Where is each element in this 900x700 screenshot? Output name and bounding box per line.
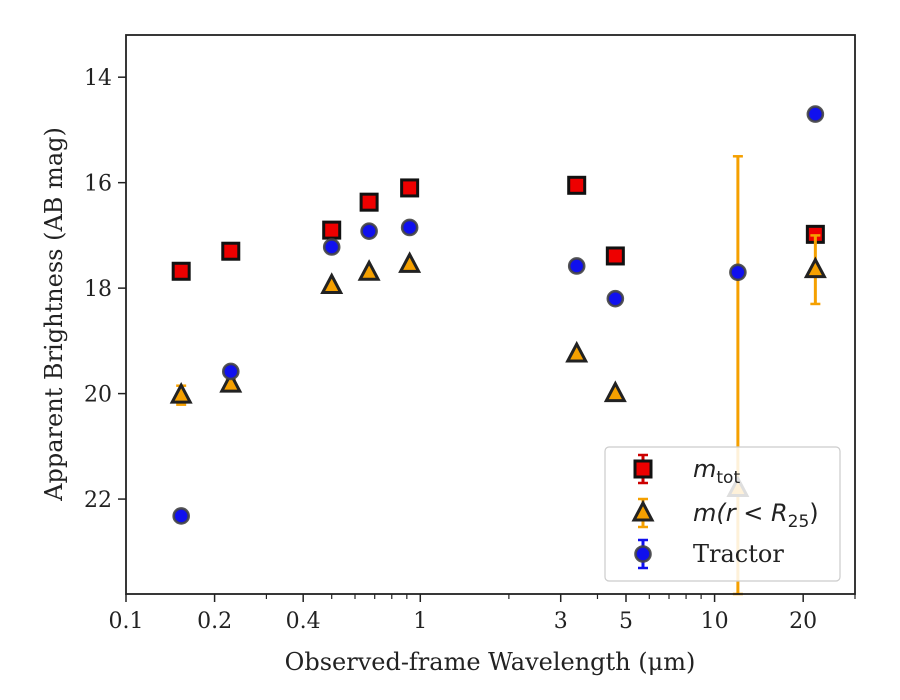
x-tick-label: 1 [413,609,427,634]
legend-item-3: Tractor [634,538,784,570]
data-point-circle [400,218,419,237]
data-point-circle [322,238,341,256]
data-point-circle [606,289,625,308]
x-tick-label: 5 [619,609,633,634]
data-point-triangle [320,272,344,294]
data-point-circle [360,222,378,240]
x-axis-title: Observed-frame Wavelength (μm) [285,648,696,676]
series-1 [171,175,825,281]
legend-marker-triangle [631,499,655,522]
data-point-square [359,192,379,212]
data-point-triangle [803,256,827,279]
data-point-square [221,241,241,261]
data-point-square [567,175,587,195]
data-point-circle [172,507,190,525]
data-point-square [605,246,625,266]
x-axis: 0.1 0.2 0.4 1 3 5 10 20 [109,594,856,634]
data-point-circle [806,105,825,123]
y-tick-label: 18 [84,277,112,302]
legend-label: Tractor [693,540,784,568]
x-tick-label: 0.4 [286,609,321,634]
data-point-square [171,261,191,281]
y-tick-label: 16 [84,172,112,197]
legend-marker-square [633,459,653,479]
series-3 [172,105,825,525]
y-tick-label: 14 [84,66,112,91]
x-tick-label: 0.2 [197,609,232,634]
data-point-triangle [398,251,422,273]
data-point-triangle [357,259,381,281]
data-point-square [322,220,342,240]
data-point-triangle [219,370,243,393]
data-point-circle [221,362,240,381]
y-tick-label: 22 [84,488,112,513]
x-tick-label: 10 [701,609,729,634]
y-tick-label: 20 [84,383,112,408]
data-point-triangle [169,381,193,404]
data-point-circle [729,263,747,282]
x-tick-label: 0.1 [109,609,144,634]
data-point-triangle [565,340,589,363]
y-axis-title: Apparent Brightness (AB mag) [40,127,68,502]
plot-frame [125,34,856,595]
legend-marker-circle [634,545,652,563]
x-tick-label: 20 [789,609,817,634]
x-tick-label: 3 [554,609,568,634]
data-point-triangle [603,380,627,403]
data-point-square [400,178,420,198]
y-axis: 14 16 18 20 22 [84,66,126,513]
legend-box [604,446,841,582]
data-point-circle [567,257,586,275]
